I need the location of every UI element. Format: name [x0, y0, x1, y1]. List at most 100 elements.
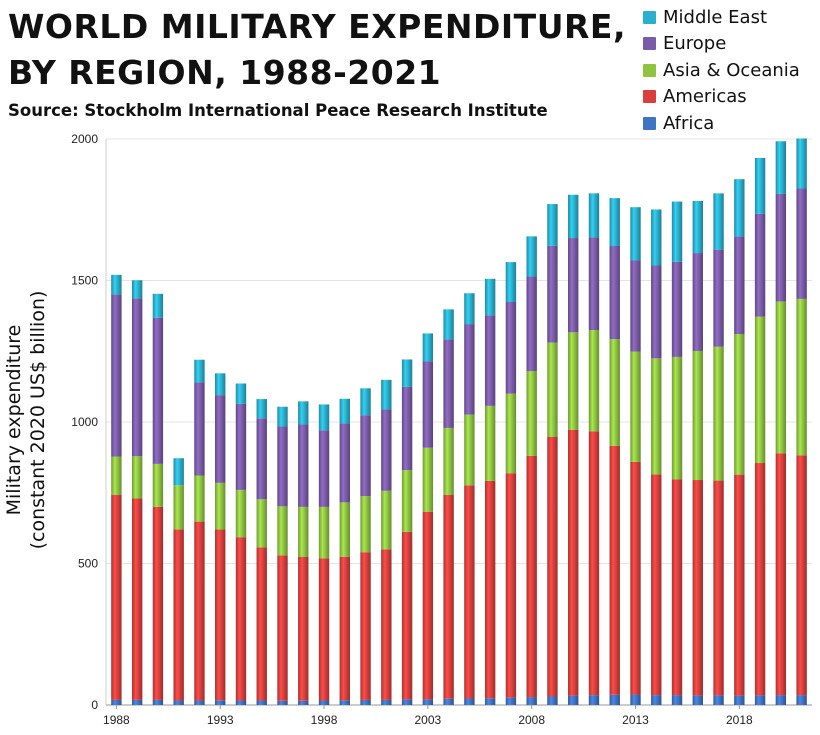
- bar-2002-europe: [401, 386, 413, 471]
- bar-1991-americas: [173, 529, 184, 701]
- bar-2003-europe: [422, 361, 434, 448]
- bar-2013-africa: [630, 694, 641, 705]
- bar-2004-europe: [443, 339, 454, 428]
- bar-2020-africa: [775, 695, 787, 705]
- bar-1996-asia-oceania: [277, 506, 288, 556]
- bar-1988-middle-east: [111, 274, 122, 295]
- bar-2001-europe: [381, 409, 392, 491]
- legend-swatch-asia-oceania: [643, 63, 656, 77]
- bar-2002-americas: [401, 531, 413, 700]
- bar-1994-africa: [235, 700, 247, 705]
- bar-1988-europe: [111, 294, 122, 457]
- bar-1996-americas: [277, 555, 288, 701]
- bar-2014-europe: [651, 265, 662, 359]
- legend-swatch-europe: [643, 37, 656, 51]
- bar-2003-americas: [422, 511, 434, 700]
- bar-1995-middle-east: [256, 399, 267, 419]
- bar-1990-africa: [152, 699, 164, 705]
- bar-1991-africa: [173, 700, 184, 705]
- bar-2011-middle-east: [588, 193, 600, 238]
- bar-2009-europe: [547, 245, 558, 343]
- bar-2013-europe: [630, 260, 641, 352]
- bar-1995-americas: [256, 547, 267, 701]
- bar-2013-asia-oceania: [630, 351, 641, 462]
- bar-2011-asia-oceania: [588, 330, 600, 432]
- bar-2016-middle-east: [692, 200, 703, 254]
- bar-1989-americas: [131, 498, 143, 700]
- bar-1998-africa: [318, 700, 330, 705]
- bar-2010-asia-oceania: [568, 332, 579, 430]
- bar-2015-africa: [671, 695, 683, 705]
- bar-1988-asia-oceania: [111, 456, 122, 496]
- bar-2014-africa: [651, 695, 662, 705]
- bar-2002-middle-east: [401, 359, 413, 387]
- x-tick-label-2008: 2008: [518, 713, 545, 727]
- bar-1994-americas: [235, 537, 247, 701]
- legend-item-africa: Africa: [643, 110, 800, 137]
- x-tick-label-1993: 1993: [207, 713, 234, 727]
- bar-1989-europe: [131, 298, 143, 457]
- bar-2018-americas: [734, 474, 745, 696]
- bar-2018-asia-oceania: [734, 333, 745, 475]
- bar-2006-americas: [484, 480, 496, 699]
- bar-1993-africa: [215, 700, 226, 705]
- bar-2019-africa: [754, 695, 766, 705]
- bar-2005-asia-oceania: [464, 414, 475, 486]
- bar-1998-americas: [318, 558, 330, 701]
- bar-2008-middle-east: [526, 236, 537, 277]
- bar-2001-americas: [381, 549, 392, 700]
- x-tick-label-2003: 2003: [415, 713, 442, 727]
- bar-1996-middle-east: [277, 406, 288, 427]
- bar-2011-europe: [588, 237, 600, 331]
- bar-2019-asia-oceania: [754, 316, 766, 464]
- bar-2018-africa: [734, 695, 745, 705]
- bar-2016-africa: [692, 695, 703, 705]
- bar-1993-europe: [215, 395, 226, 483]
- bar-2005-middle-east: [464, 293, 475, 325]
- bar-2006-middle-east: [484, 278, 496, 316]
- chart-subtitle: Source: Stockholm International Peace Re…: [8, 101, 548, 120]
- bar-2020-asia-oceania: [775, 301, 787, 454]
- bar-2008-asia-oceania: [526, 371, 537, 456]
- bar-2009-americas: [547, 436, 558, 697]
- bar-2006-africa: [484, 698, 496, 705]
- bar-2012-africa: [609, 694, 620, 705]
- bar-1990-middle-east: [152, 293, 164, 318]
- legend-item-europe: Europe: [643, 31, 800, 58]
- bar-2009-asia-oceania: [547, 342, 558, 437]
- bar-2021-americas: [796, 455, 807, 696]
- bar-2020-middle-east: [775, 141, 787, 194]
- bar-2012-middle-east: [609, 198, 620, 246]
- bar-2014-asia-oceania: [651, 358, 662, 475]
- bar-1999-africa: [339, 700, 350, 705]
- bar-2003-asia-oceania: [422, 447, 434, 512]
- bar-2015-europe: [671, 261, 683, 357]
- legend-item-middle-east: Middle East: [643, 4, 800, 31]
- bar-2012-americas: [609, 445, 620, 695]
- bar-2014-americas: [651, 474, 662, 696]
- bar-2007-asia-oceania: [505, 393, 517, 474]
- bar-2018-middle-east: [734, 179, 745, 237]
- legend-swatch-middle-east: [643, 10, 656, 24]
- bar-2017-africa: [713, 695, 724, 705]
- bar-2010-middle-east: [568, 194, 579, 239]
- bar-2001-africa: [381, 699, 392, 705]
- bar-1988-africa: [111, 699, 122, 705]
- bar-1991-asia-oceania: [173, 485, 184, 530]
- bar-2003-africa: [422, 699, 434, 705]
- legend-label-middle-east: Middle East: [663, 6, 768, 28]
- y-tick-label-1500: 1500: [71, 274, 98, 288]
- x-tick-label-2018: 2018: [726, 713, 753, 727]
- bar-1993-asia-oceania: [215, 482, 226, 530]
- bar-2008-europe: [526, 276, 537, 372]
- bar-2004-asia-oceania: [443, 427, 454, 496]
- y-tick-label-1000: 1000: [71, 415, 98, 429]
- bar-1992-africa: [194, 700, 205, 705]
- bar-2005-africa: [464, 698, 475, 705]
- bar-2020-europe: [775, 193, 787, 302]
- bar-1993-middle-east: [215, 373, 226, 396]
- bar-2015-americas: [671, 479, 683, 696]
- bar-2019-americas: [754, 463, 766, 696]
- legend-swatch-africa: [643, 116, 656, 130]
- bar-2007-americas: [505, 473, 517, 698]
